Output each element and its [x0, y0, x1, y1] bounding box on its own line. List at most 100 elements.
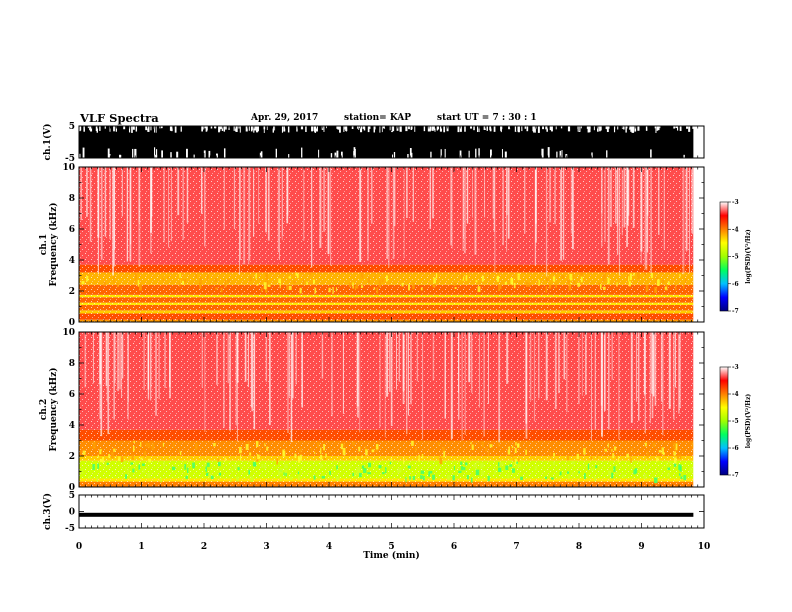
sferic-mark	[566, 455, 570, 461]
sferic-mark	[442, 447, 446, 452]
noise-streak	[584, 332, 587, 395]
sferic-mark	[342, 451, 346, 456]
waveform-gap-bottom	[260, 151, 263, 158]
waveform-gap-top	[256, 126, 259, 133]
noise-streak	[290, 332, 293, 443]
sferic-mark	[99, 458, 103, 463]
noise-streak	[388, 167, 390, 268]
lowband-mark	[123, 461, 126, 464]
noise-streak	[402, 332, 405, 391]
lowband-mark	[264, 464, 267, 469]
sferic-mark	[683, 283, 685, 289]
sferic-mark	[256, 283, 259, 286]
waveform-ch3-waveform	[79, 512, 694, 517]
lowband-mark	[186, 467, 189, 473]
sferic-mark	[265, 286, 268, 293]
sferic-mark	[323, 457, 326, 460]
station-label: station= KAP	[344, 113, 412, 123]
noise-streak	[406, 332, 408, 435]
sferic-mark	[179, 280, 181, 287]
noise-streak	[331, 332, 333, 417]
noise-streak	[158, 332, 160, 400]
x-tick-label: 1	[138, 542, 144, 552]
noise-streak	[143, 332, 145, 390]
noise-streak	[92, 332, 94, 384]
waveform-gap-top	[597, 126, 599, 132]
waveform-gap-top	[408, 126, 411, 130]
waveform-gap-top	[362, 126, 365, 129]
sferic-mark	[296, 273, 299, 279]
sferic-mark	[378, 280, 382, 288]
waveform-gap-bottom	[134, 148, 137, 158]
waveform-gap-bottom	[559, 150, 562, 158]
waveform-gap-top	[657, 126, 660, 131]
waveform-gap-top	[201, 126, 203, 132]
sferic-mark	[561, 275, 565, 279]
noise-streak	[635, 332, 638, 402]
waveform-gap-top	[464, 126, 466, 132]
noise-streak	[493, 167, 495, 232]
sferic-mark	[375, 444, 379, 450]
waveform-gap-top	[235, 126, 237, 132]
waveform-gap-bottom	[341, 151, 343, 158]
sferic-mark	[453, 282, 457, 286]
noise-streak	[405, 167, 408, 219]
sferic-mark	[314, 451, 316, 455]
sferic-mark	[590, 456, 593, 460]
sferic-mark	[371, 449, 375, 453]
lowband-mark	[505, 465, 509, 470]
waveform-gap-top	[483, 126, 486, 130]
sferic-mark	[348, 282, 352, 287]
sferic-mark	[178, 448, 180, 453]
y-tick-label: 10	[62, 163, 75, 173]
noise-streak	[498, 332, 501, 443]
lowband-mark	[237, 467, 240, 471]
waveform-gap-top	[514, 126, 517, 132]
lowband-mark	[520, 476, 523, 481]
noise-streak	[533, 332, 536, 422]
sferic-mark	[553, 452, 556, 457]
noise-streak	[600, 332, 603, 437]
waveform-gap-top	[399, 126, 401, 131]
waveform-gap-top	[608, 126, 610, 129]
noise-streak	[127, 332, 129, 402]
waveform-gap-top	[128, 126, 131, 133]
y-tick-label: 6	[69, 225, 75, 235]
noise-streak	[393, 167, 396, 227]
noise-streak	[628, 167, 630, 216]
waveform-gap-bottom	[407, 153, 409, 158]
lowband-mark	[206, 472, 209, 477]
noise-streak	[182, 167, 185, 240]
waveform-gap-top	[79, 126, 81, 132]
noise-streak	[668, 332, 671, 409]
noise-streak	[484, 167, 486, 218]
lowband-mark	[594, 476, 597, 482]
sferic-mark	[433, 283, 435, 287]
sferic-mark	[213, 443, 216, 447]
noise-streak	[99, 332, 102, 385]
sferic-mark	[515, 442, 517, 446]
sferic-mark	[257, 454, 260, 460]
y-axis-label: ch.3(V)	[42, 493, 53, 530]
lowband-mark	[92, 463, 95, 470]
y-tick-label: 2	[69, 452, 75, 462]
sferic-mark	[443, 451, 446, 458]
waveform-gap-top	[555, 126, 557, 130]
sferic-mark	[245, 444, 249, 450]
waveform-gap-top	[360, 126, 363, 133]
waveform-gap-bottom	[393, 152, 396, 158]
sferic-mark	[340, 443, 343, 450]
waveform-gap-top	[221, 126, 223, 129]
sferic-mark	[576, 453, 579, 460]
sferic-mark	[264, 443, 266, 447]
sferic-mark	[102, 456, 104, 463]
waveform-gap-top	[115, 126, 117, 132]
waveform-gap-top	[367, 126, 370, 133]
sferic-mark	[342, 447, 346, 453]
lowband-mark	[476, 460, 479, 464]
noise-streak	[253, 167, 255, 237]
noise-streak	[295, 332, 297, 385]
noise-streak	[371, 167, 373, 224]
lowband-mark	[218, 472, 222, 476]
